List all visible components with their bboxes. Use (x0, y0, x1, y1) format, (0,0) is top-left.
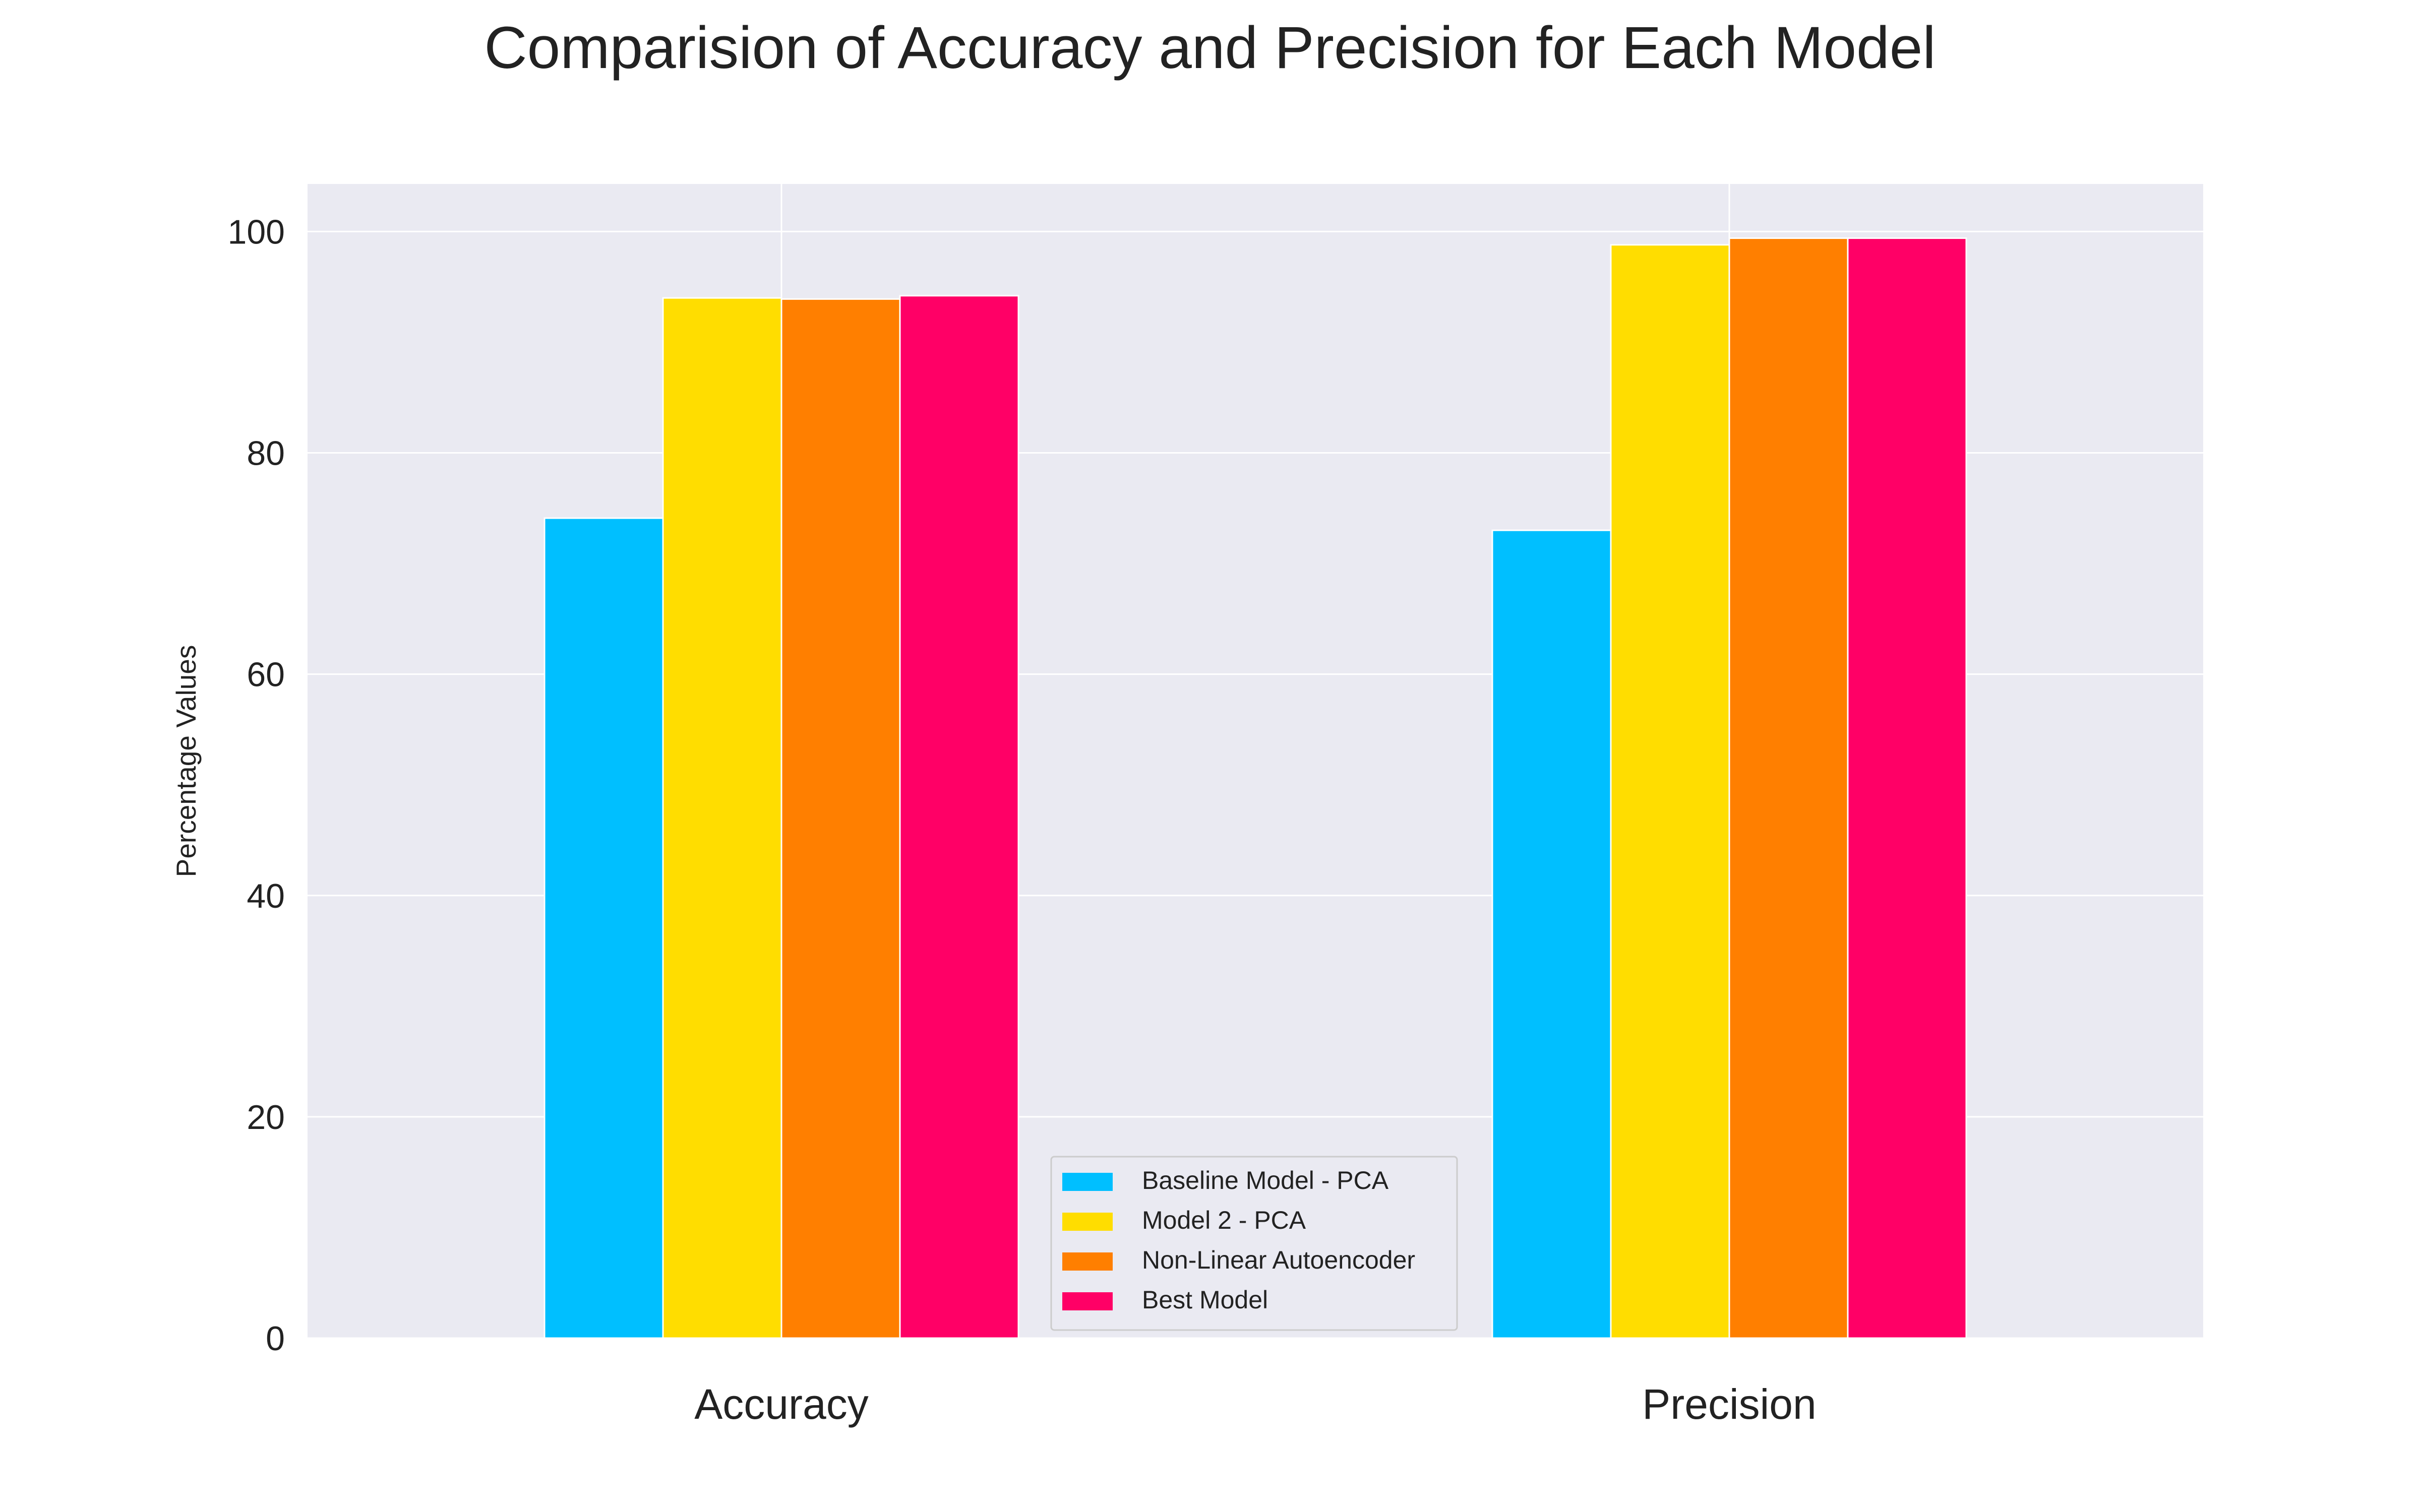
y-axis-label: Percentage Values (170, 645, 202, 877)
y-tick-label: 60 (247, 656, 285, 694)
legend-label: Baseline Model - PCA (1142, 1166, 1389, 1194)
legend-swatch (1062, 1173, 1113, 1191)
y-axis: 0 20 40 60 80 100 (228, 213, 285, 1358)
y-tick-label: 0 (266, 1319, 285, 1358)
bar (899, 295, 1019, 1339)
legend-label: Model 2 - PCA (1142, 1206, 1306, 1234)
y-tick-label: 80 (247, 434, 285, 473)
legend-swatch (1062, 1292, 1113, 1310)
bar (543, 517, 664, 1339)
y-tick-label: 40 (247, 877, 285, 915)
x-tick-label: Precision (1642, 1380, 1816, 1428)
y-tick-label: 20 (247, 1098, 285, 1137)
legend-swatch (1062, 1252, 1113, 1271)
bars (543, 237, 1967, 1339)
bar (662, 297, 782, 1339)
x-tick-label: Accuracy (694, 1380, 868, 1428)
legend-box (1050, 1156, 1458, 1331)
bar (1610, 244, 1730, 1339)
x-axis: Accuracy Precision (694, 1380, 1816, 1428)
bar (1847, 237, 1967, 1339)
bar (780, 298, 901, 1339)
legend-label: Non-Linear Autoencoder (1142, 1246, 1415, 1274)
y-tick-label: 100 (228, 213, 285, 251)
bar (1728, 237, 1849, 1339)
legend-label: Best Model (1142, 1286, 1268, 1314)
chart-title: Comparision of Accuracy and Precision fo… (484, 15, 1935, 81)
legend: Baseline Model - PCA Model 2 - PCA Non-Lin… (1050, 1156, 1458, 1331)
legend-swatch (1062, 1213, 1113, 1231)
bar (1491, 529, 1612, 1339)
